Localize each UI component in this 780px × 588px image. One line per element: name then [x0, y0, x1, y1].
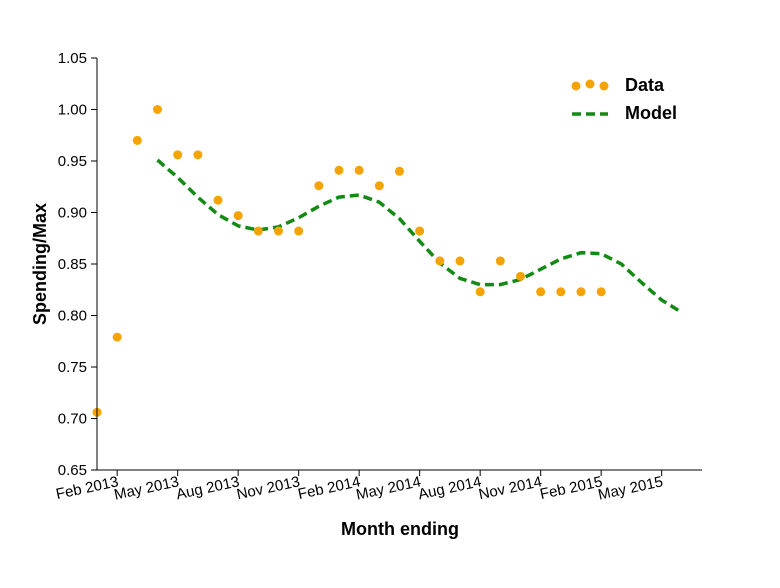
- data-point: [233, 211, 243, 221]
- data-point: [112, 332, 122, 342]
- data-point: [415, 226, 425, 236]
- data-point: [455, 256, 465, 266]
- data-point: [354, 165, 364, 175]
- legend: Data Model: [571, 75, 677, 123]
- data-point: [213, 195, 223, 205]
- x-tick-label: May 2013: [113, 473, 181, 503]
- y-tick-label: 0.65: [58, 462, 87, 479]
- data-point: [596, 287, 606, 297]
- x-tick-label: May 2015: [597, 473, 665, 503]
- data-point: [395, 166, 404, 176]
- y-axis-title: Spending/Max: [30, 203, 50, 325]
- data-point: [253, 226, 263, 236]
- x-axis-title: Month ending: [341, 519, 459, 539]
- data-point: [274, 226, 283, 236]
- y-tick-label: 0.90: [58, 205, 87, 222]
- data-point: [435, 256, 445, 266]
- x-tick-label: Nov 2013: [235, 473, 301, 503]
- x-tick-label: Aug 2014: [417, 473, 483, 503]
- y-tick-label: 0.80: [58, 308, 87, 325]
- data-point: [314, 181, 324, 191]
- data-point: [516, 271, 525, 281]
- x-tick-label: Nov 2014: [477, 473, 543, 503]
- y-axis-ticks: 0.65 0.70 0.75 0.80 0.85 0.90 0.95 1.00 1.05: [58, 50, 97, 479]
- x-tick-label: Aug 2013: [175, 473, 241, 503]
- data-point: [495, 256, 505, 266]
- data-point: [132, 135, 142, 145]
- x-tick-label: May 2014: [355, 473, 423, 503]
- data-point: [193, 150, 203, 160]
- data-point: [576, 287, 586, 297]
- legend-data-marker: [571, 79, 609, 91]
- y-tick-label: 1.00: [58, 102, 87, 119]
- data-point: [556, 287, 566, 297]
- y-tick-label: 0.95: [58, 153, 87, 170]
- legend-model-label: Model: [625, 103, 677, 123]
- plot-area: [92, 105, 683, 417]
- legend-data-label: Data: [625, 75, 665, 95]
- y-tick-label: 0.70: [58, 411, 87, 428]
- y-tick-label: 1.05: [58, 50, 87, 67]
- data-point: [374, 181, 384, 191]
- x-tick-label: Feb 2015: [538, 473, 604, 503]
- data-point: [475, 287, 485, 297]
- data-point: [294, 226, 304, 236]
- data-point: [153, 105, 162, 114]
- data-point: [334, 165, 344, 175]
- y-tick-label: 0.85: [58, 256, 87, 273]
- model-line: [156, 158, 683, 314]
- data-point: [536, 287, 546, 297]
- y-tick-label: 0.75: [58, 359, 87, 376]
- x-tick-label: Feb 2014: [296, 473, 362, 503]
- data-point: [173, 150, 183, 160]
